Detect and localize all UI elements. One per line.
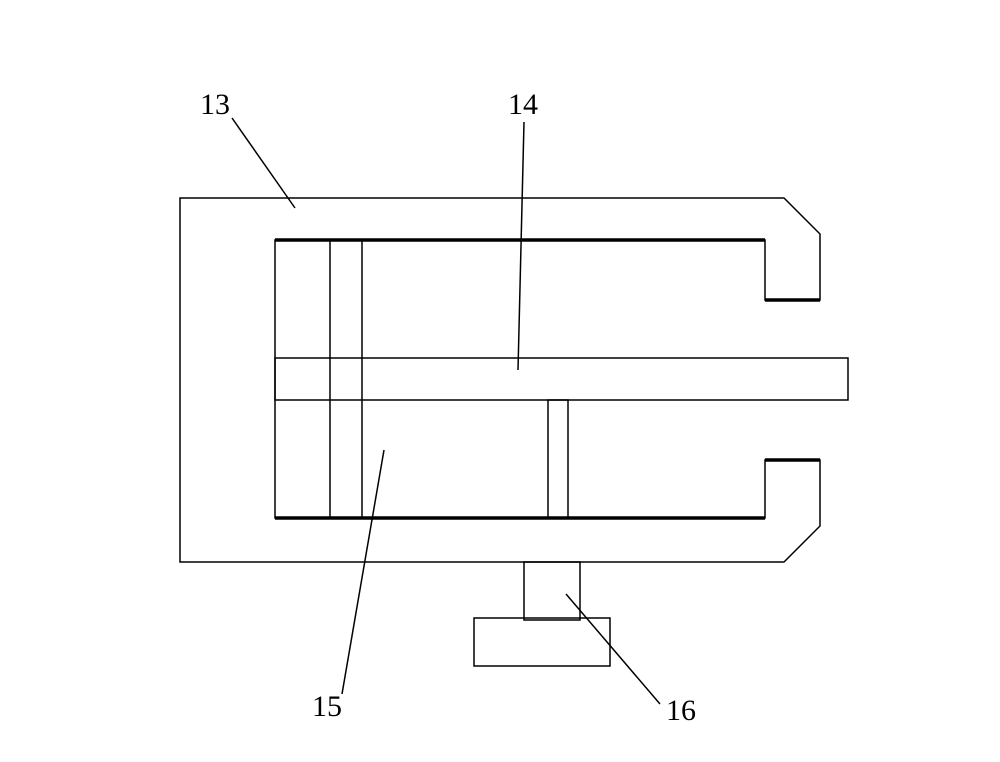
label-15: 15	[312, 690, 342, 723]
label-13: 13	[200, 88, 230, 121]
label-14: 14	[508, 88, 538, 121]
label-16: 16	[666, 694, 696, 727]
canvas-background	[0, 0, 1000, 762]
